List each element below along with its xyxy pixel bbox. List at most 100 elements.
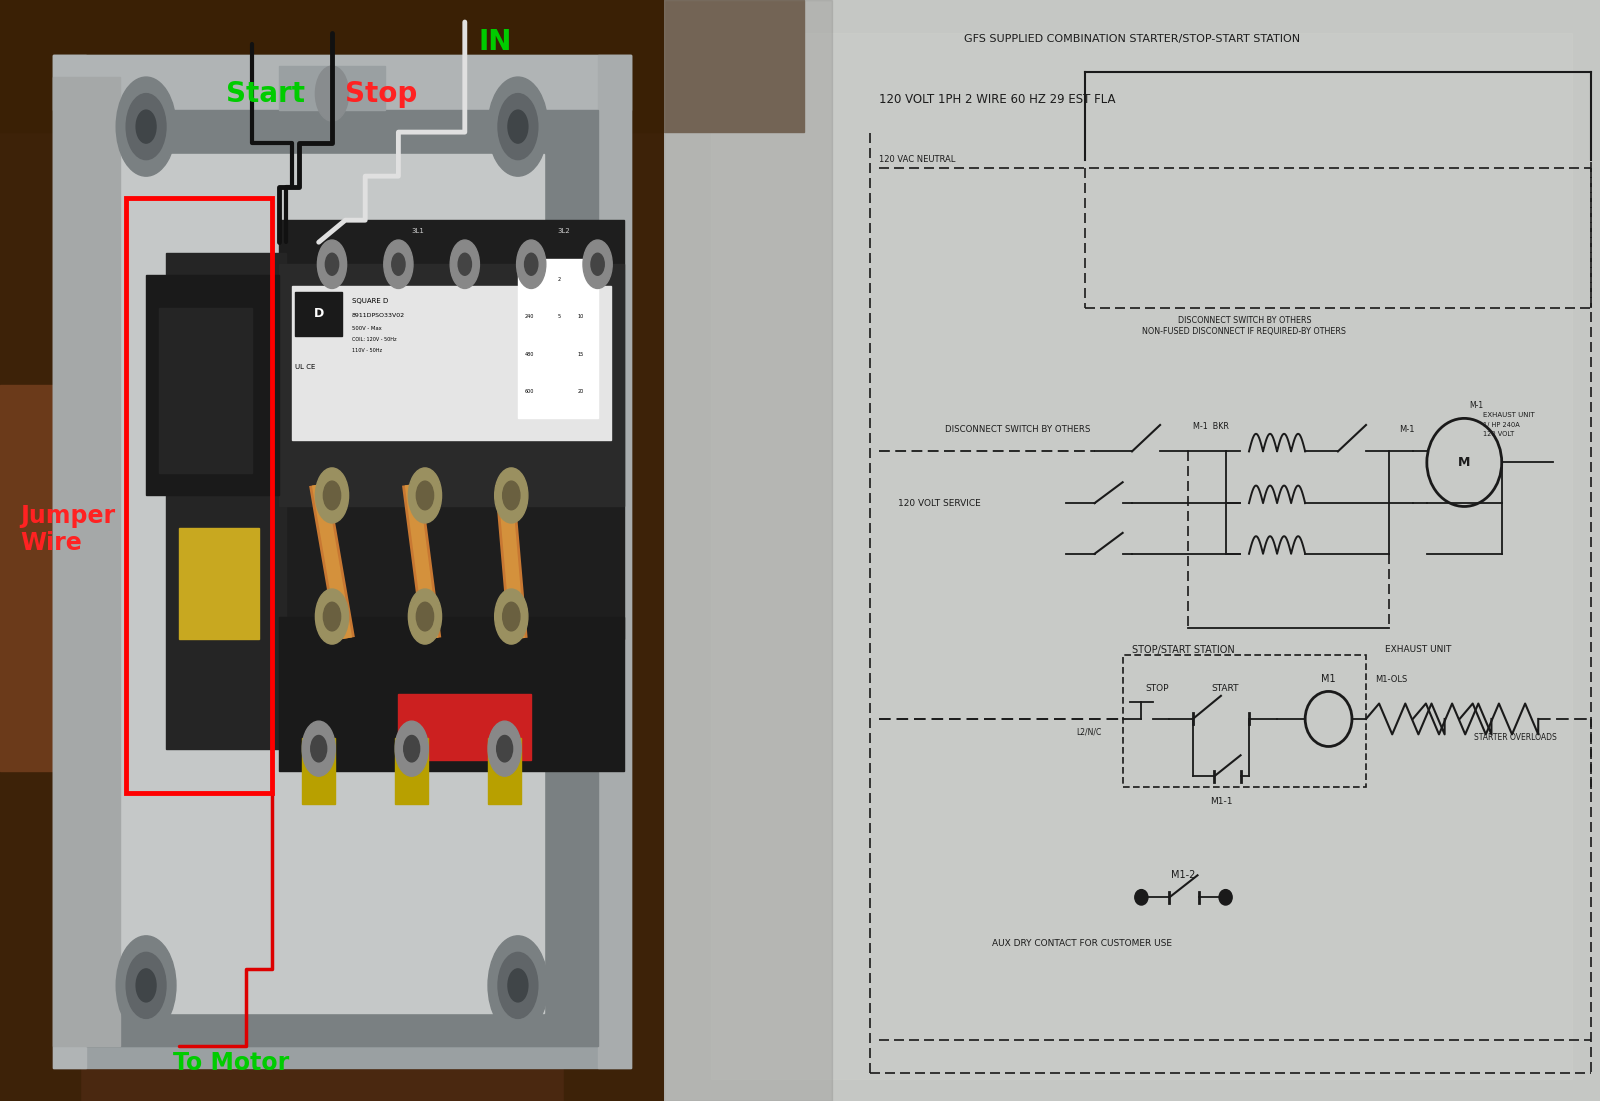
Circle shape [498,94,538,160]
Circle shape [315,66,349,121]
Text: Stop: Stop [346,80,418,108]
Text: GFS SUPPLIED COMBINATION STARTER/STOP-START STATION: GFS SUPPLIED COMBINATION STARTER/STOP-ST… [963,33,1301,44]
Bar [302,738,336,804]
Bar [518,259,598,418]
Circle shape [126,952,166,1018]
Text: M1: M1 [1322,674,1336,685]
Circle shape [1219,890,1232,905]
Text: 10: 10 [578,314,584,319]
Circle shape [315,589,349,644]
Text: DISCONNECT SWITCH BY OTHERS
NON-FUSED DISCONNECT IF REQUIRED-BY OTHERS: DISCONNECT SWITCH BY OTHERS NON-FUSED DI… [1142,316,1346,336]
Bar [53,55,630,1068]
Text: 110V - 50Hz: 110V - 50Hz [352,348,382,353]
Bar [1123,655,1366,787]
Circle shape [494,589,528,644]
Circle shape [392,253,405,275]
Bar [126,198,272,793]
Bar [160,308,253,473]
Bar [53,55,630,110]
Circle shape [395,721,429,776]
Text: EXHAUST UNIT: EXHAUST UNIT [1384,645,1451,654]
Circle shape [416,602,434,631]
Text: L2/N/C: L2/N/C [1075,728,1101,737]
Circle shape [517,240,546,288]
Text: M: M [1458,456,1470,469]
Text: 600: 600 [525,389,534,394]
Text: SQUARE D: SQUARE D [352,297,389,304]
Text: COIL: 120V - 50Hz: COIL: 120V - 50Hz [352,337,397,342]
Circle shape [317,240,347,288]
Text: M1-OLS: M1-OLS [1376,675,1408,684]
Circle shape [525,253,538,275]
Bar [293,286,611,440]
Text: Start: Start [226,80,304,108]
Text: 120 VOLT SERVICE: 120 VOLT SERVICE [898,499,981,508]
Text: STOP/START STATION: STOP/START STATION [1133,644,1235,655]
Circle shape [136,969,157,1002]
Text: 120: 120 [525,276,534,282]
Text: EXHAUST UNIT: EXHAUST UNIT [1483,412,1534,418]
Bar [86,110,598,1046]
Bar [0,0,80,1101]
Bar [53,55,86,1068]
Circle shape [136,110,157,143]
Bar [67,77,618,1046]
Text: M1-1: M1-1 [1210,797,1232,806]
Circle shape [458,253,472,275]
Text: 20: 20 [578,389,584,394]
Circle shape [310,735,326,762]
Circle shape [502,481,520,510]
Text: 8911DPSO33V02: 8911DPSO33V02 [352,313,405,318]
Circle shape [488,77,547,176]
Bar [146,275,278,495]
Text: UL CE: UL CE [296,363,315,370]
Text: 120 VOLT: 120 VOLT [1483,430,1514,437]
Bar [565,0,664,1101]
Text: 480: 480 [525,351,534,357]
Text: D: D [314,307,323,320]
Bar [120,154,544,1013]
Bar [0,0,664,132]
Bar [664,0,832,1101]
Text: M-1: M-1 [1469,401,1483,410]
Text: M-1: M-1 [1398,425,1414,434]
Circle shape [498,952,538,1018]
Bar [53,77,120,1046]
Text: 1/ HP 240A: 1/ HP 240A [1483,422,1520,428]
Bar [0,385,53,771]
Text: 5: 5 [558,314,562,319]
Text: 3L2: 3L2 [558,228,571,235]
Circle shape [502,602,520,631]
Circle shape [496,735,512,762]
Circle shape [408,468,442,523]
Text: STARTER OVERLOADS: STARTER OVERLOADS [1474,733,1557,742]
Bar [664,0,805,132]
Text: DISCONNECT SWITCH BY OTHERS: DISCONNECT SWITCH BY OTHERS [944,425,1090,434]
Circle shape [315,468,349,523]
Text: 3L1: 3L1 [411,228,424,235]
Bar [179,528,259,639]
Bar [488,738,522,804]
Circle shape [323,481,341,510]
Circle shape [582,240,613,288]
Bar [296,292,342,336]
Circle shape [403,735,419,762]
Text: M-1  BKR: M-1 BKR [1194,422,1229,430]
Text: M1-2: M1-2 [1171,870,1195,881]
Text: AUX DRY CONTACT FOR CUSTOMER USE: AUX DRY CONTACT FOR CUSTOMER USE [992,939,1171,948]
Circle shape [302,721,336,776]
Circle shape [117,77,176,176]
Circle shape [416,481,434,510]
Bar [278,264,624,506]
Bar [395,738,429,804]
Text: 2: 2 [558,276,562,282]
Circle shape [384,240,413,288]
Circle shape [450,240,480,288]
Circle shape [494,468,528,523]
Text: 500V - Max: 500V - Max [352,326,382,331]
Circle shape [323,602,341,631]
Bar [598,55,630,1068]
Circle shape [488,936,547,1035]
Circle shape [590,253,605,275]
Text: 120 VOLT 1PH 2 WIRE 60 HZ 29 EST FLA: 120 VOLT 1PH 2 WIRE 60 HZ 29 EST FLA [880,92,1115,106]
